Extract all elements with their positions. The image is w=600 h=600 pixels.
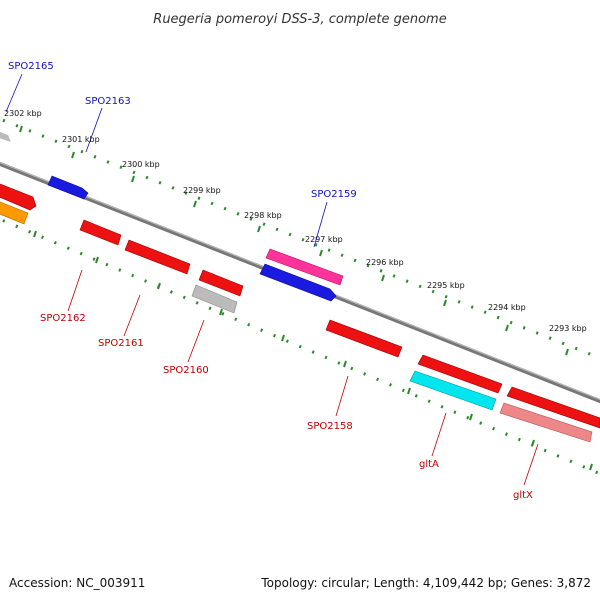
- gene-label: SPO2163: [85, 96, 131, 107]
- tick-label: 2296 kbp: [366, 258, 404, 267]
- outer-tick-track: [0, 117, 600, 360]
- tick-label: 2295 kbp: [427, 281, 465, 290]
- map-body: 2302 kbp 2301 kbp 2300 kbp 2299 kbp 2298…: [0, 61, 600, 501]
- gene-arrow-spo2159: [265, 248, 344, 286]
- major-ticks: [19, 125, 593, 471]
- tick-label: 2302 kbp: [4, 109, 42, 118]
- gene-label: SPO2165: [8, 61, 54, 72]
- gene-label: gltX: [513, 490, 533, 501]
- gene-arrow: [198, 269, 244, 297]
- inner-tick-track: [0, 217, 600, 476]
- gene-arrow-spo2161: [124, 239, 191, 275]
- gene-arrow-glta: [409, 370, 497, 411]
- tick-label: 2297 kbp: [305, 235, 343, 244]
- gene-label: gltA: [419, 459, 439, 470]
- tick-label: 2298 kbp: [244, 211, 282, 220]
- gene-label: SPO2159: [311, 189, 357, 200]
- tick-label: 2300 kbp: [122, 160, 160, 169]
- gene-labels: SPO2165 SPO2163 SPO2159 SPO2162 SPO2161 …: [8, 61, 533, 501]
- genes-upper: [0, 131, 344, 302]
- genes-lower: [0, 183, 600, 443]
- gene-arrow: [0, 131, 11, 142]
- gene-arrow-spo2162: [79, 219, 122, 246]
- gene-label: SPO2160: [163, 365, 209, 376]
- gene-label: SPO2158: [307, 421, 353, 432]
- gene-label: SPO2162: [40, 313, 86, 324]
- label-leaders: [5, 73, 539, 486]
- gene-arrow-spo2160: [191, 284, 238, 314]
- tick-label: 2294 kbp: [488, 303, 526, 312]
- gene-arrow: [0, 201, 29, 225]
- gene-arrow: [506, 386, 600, 429]
- tick-label: 2299 kbp: [183, 186, 221, 195]
- gene-arrow-spo2158: [325, 319, 403, 358]
- gene-label: SPO2161: [98, 338, 144, 349]
- gene-arrow-spo2163: [47, 175, 89, 200]
- accession-text: Accession: NC_003911: [9, 576, 145, 590]
- gene-arrow: [0, 183, 37, 211]
- tick-labels: 2302 kbp 2301 kbp 2300 kbp 2299 kbp 2298…: [4, 109, 587, 333]
- tick-label: 2293 kbp: [549, 324, 587, 333]
- gene-arrow-gltx: [499, 402, 593, 443]
- gene-arrow: [417, 354, 503, 394]
- tick-label: 2301 kbp: [62, 135, 100, 144]
- genome-summary-text: Topology: circular; Length: 4,109,442 bp…: [260, 576, 591, 590]
- map-title: Ruegeria pomeroyi DSS-3, complete genome: [153, 12, 446, 27]
- gene-arrow: [259, 263, 337, 302]
